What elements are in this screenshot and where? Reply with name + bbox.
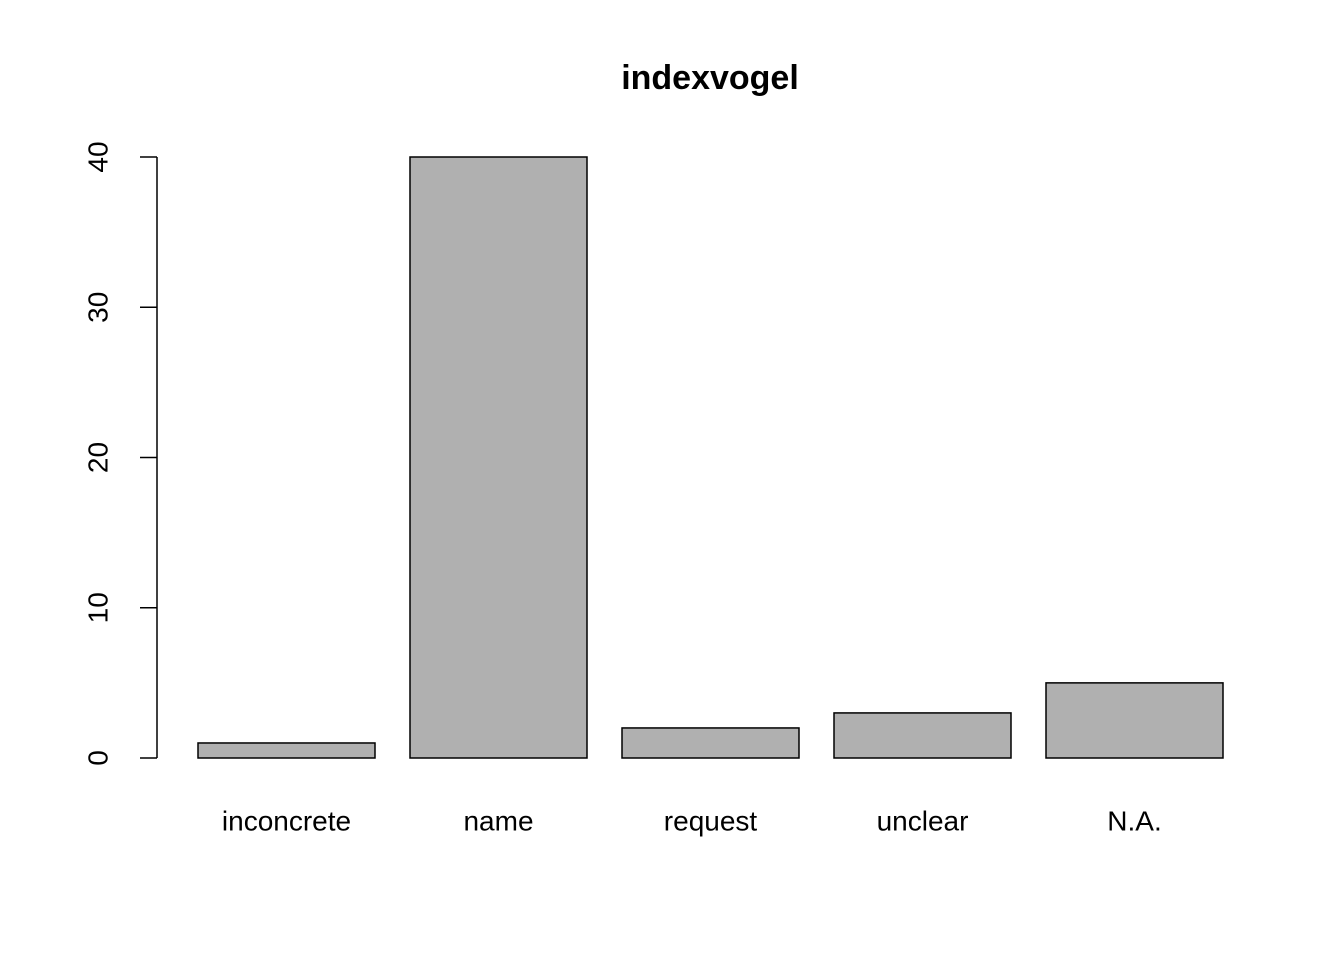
y-tick-label: 10 (82, 592, 113, 623)
bar (621, 727, 800, 759)
y-tick-label: 20 (82, 442, 113, 473)
y-tick-label: 40 (82, 141, 113, 172)
x-tick-label: name (463, 805, 533, 836)
x-tick-label: request (664, 805, 758, 836)
bar (833, 712, 1012, 759)
bar (1045, 682, 1224, 759)
bar (197, 742, 376, 759)
y-tick-label: 30 (82, 292, 113, 323)
x-tick-label: unclear (877, 805, 969, 836)
x-tick-label: inconcrete (222, 805, 351, 836)
chart-title: indexvogel (621, 59, 799, 97)
bar (409, 156, 588, 759)
y-tick-label: 0 (82, 750, 113, 766)
x-tick-label: N.A. (1107, 805, 1161, 836)
